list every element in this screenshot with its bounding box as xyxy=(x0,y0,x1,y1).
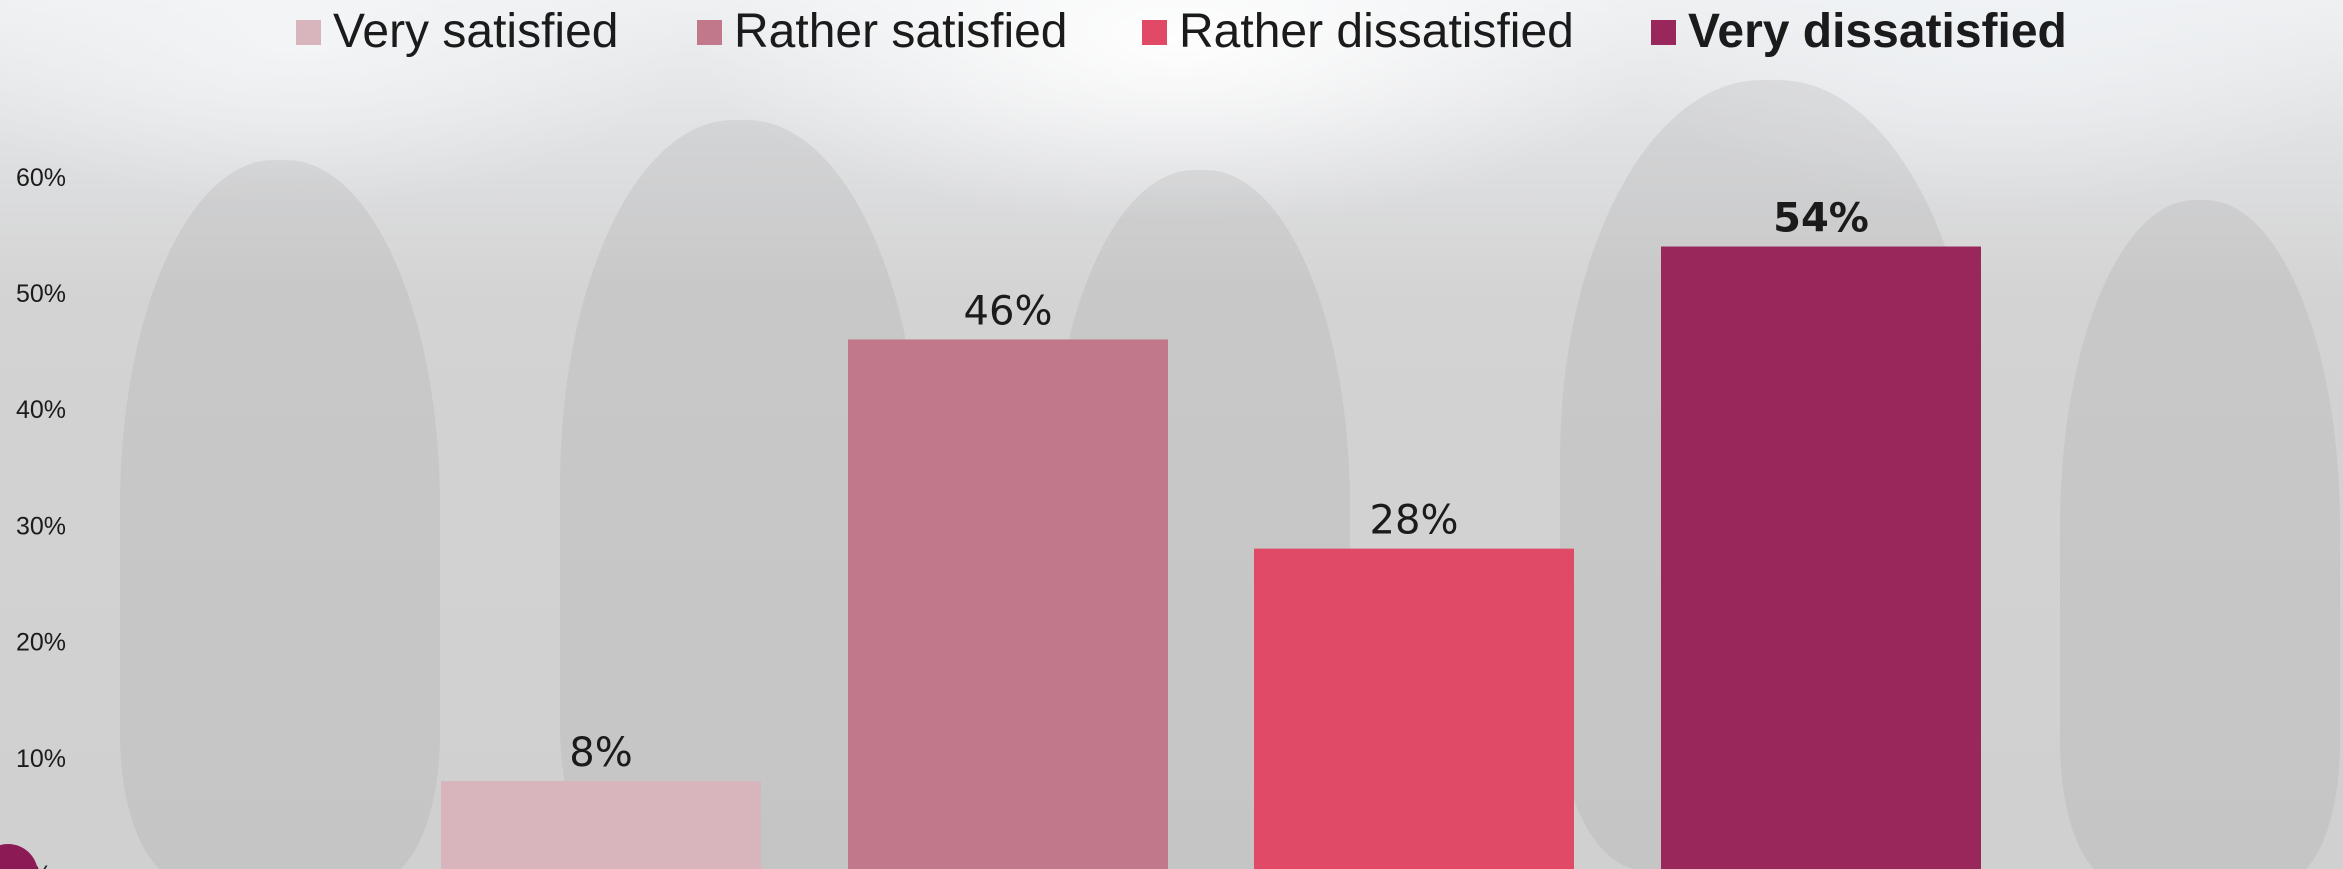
legend-label: Rather satisfied xyxy=(734,5,1068,58)
legend-swatch xyxy=(296,19,321,45)
legend-item-very-dissatisfied: Very dissatisfied xyxy=(1651,4,2067,60)
bar-value-label: 28% xyxy=(1370,498,1459,544)
bar-rather-dissatisfied xyxy=(1254,548,1574,869)
y-tick-label: 40% xyxy=(16,396,66,424)
legend-item-rather-dissatisfied: Rather dissatisfied xyxy=(1142,4,1574,60)
y-tick-label: 30% xyxy=(16,512,66,540)
y-tick-label: 50% xyxy=(16,280,66,308)
bars xyxy=(441,246,1981,869)
legend-label: Very dissatisfied xyxy=(1688,5,2067,58)
legend-swatch xyxy=(1142,19,1167,45)
bar-value-label: 46% xyxy=(964,288,1053,334)
legend-label: Very satisfied xyxy=(333,5,619,58)
legend-label: Rather dissatisfied xyxy=(1179,5,1574,58)
bar-value-label: 8% xyxy=(569,730,632,776)
y-tick-label: 20% xyxy=(16,629,66,657)
legend-item-rather-satisfied: Rather satisfied xyxy=(697,4,1068,60)
crowd-silhouette xyxy=(120,160,440,869)
bar-very-dissatisfied xyxy=(1661,246,1981,869)
chart-legend: Very satisfied Rather satisfied Rather d… xyxy=(0,0,2343,64)
bar-rather-satisfied xyxy=(848,339,1168,869)
bar-value-label: 54% xyxy=(1773,196,1869,242)
value-labels: 8% 46% 28% 54% xyxy=(569,196,1869,777)
bar-very-satisfied xyxy=(441,781,761,869)
y-tick-label: 10% xyxy=(16,745,66,773)
crowd-silhouette xyxy=(2060,200,2340,869)
legend-swatch xyxy=(697,19,722,45)
legend-item-very-satisfied: Very satisfied xyxy=(296,4,618,60)
y-axis: 0%10%20%30%40%50%60% xyxy=(16,164,66,869)
legend-swatch xyxy=(1651,19,1676,45)
y-tick-label: 60% xyxy=(16,164,66,192)
